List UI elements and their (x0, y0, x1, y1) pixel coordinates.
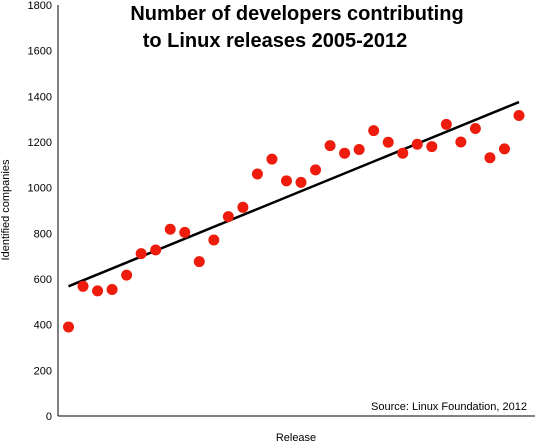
data-point (368, 125, 380, 137)
data-point (237, 201, 249, 213)
y-tick-label: 1600 (28, 46, 52, 58)
data-point (469, 123, 481, 135)
data-point (251, 168, 263, 180)
y-tick-label: 1400 (28, 91, 52, 103)
data-point (324, 140, 336, 152)
data-point (513, 110, 525, 122)
y-tick-label: 400 (34, 320, 52, 332)
data-points (63, 110, 525, 333)
y-tick-label: 1800 (28, 0, 52, 12)
data-point (484, 152, 496, 164)
y-tick-label: 200 (34, 365, 52, 377)
data-point (440, 118, 452, 130)
data-point (179, 226, 191, 238)
y-tick-label: 800 (34, 228, 52, 240)
chart-title-line-1: Number of developers contributing (130, 3, 463, 25)
data-point (150, 244, 162, 256)
chart-title-line-2: to Linux releases 2005-2012 (143, 30, 408, 52)
data-point (280, 175, 292, 187)
data-point (208, 234, 220, 246)
y-tick-label: 0 (46, 411, 52, 423)
data-point (310, 164, 322, 176)
data-point (121, 269, 133, 281)
data-point (266, 153, 278, 165)
data-point (77, 280, 89, 292)
y-tick-label: 1200 (28, 137, 52, 149)
x-axis-label: Release (276, 432, 316, 444)
data-point (106, 284, 118, 296)
data-point (426, 141, 438, 153)
y-tick-label: 1000 (28, 183, 52, 195)
data-point (63, 321, 74, 333)
data-point (397, 147, 409, 159)
data-point (222, 211, 234, 223)
data-point (382, 136, 394, 148)
source-note: Source: Linux Foundation, 2012 (371, 401, 527, 413)
data-point (193, 256, 205, 268)
data-point (295, 176, 307, 188)
data-point (92, 285, 104, 297)
data-point (455, 136, 467, 148)
data-point (164, 223, 176, 235)
data-point (353, 144, 365, 156)
data-point (411, 138, 423, 150)
y-axis-ticks: 0 200 400 600 800 1000 1200 1400 1600 1800 (28, 0, 52, 423)
data-point (135, 248, 147, 260)
trend-line (68, 100, 520, 288)
y-tick-label: 600 (34, 274, 52, 286)
y-axis-label: Identified companies (0, 159, 12, 260)
data-point (339, 147, 351, 159)
data-point (498, 143, 510, 155)
